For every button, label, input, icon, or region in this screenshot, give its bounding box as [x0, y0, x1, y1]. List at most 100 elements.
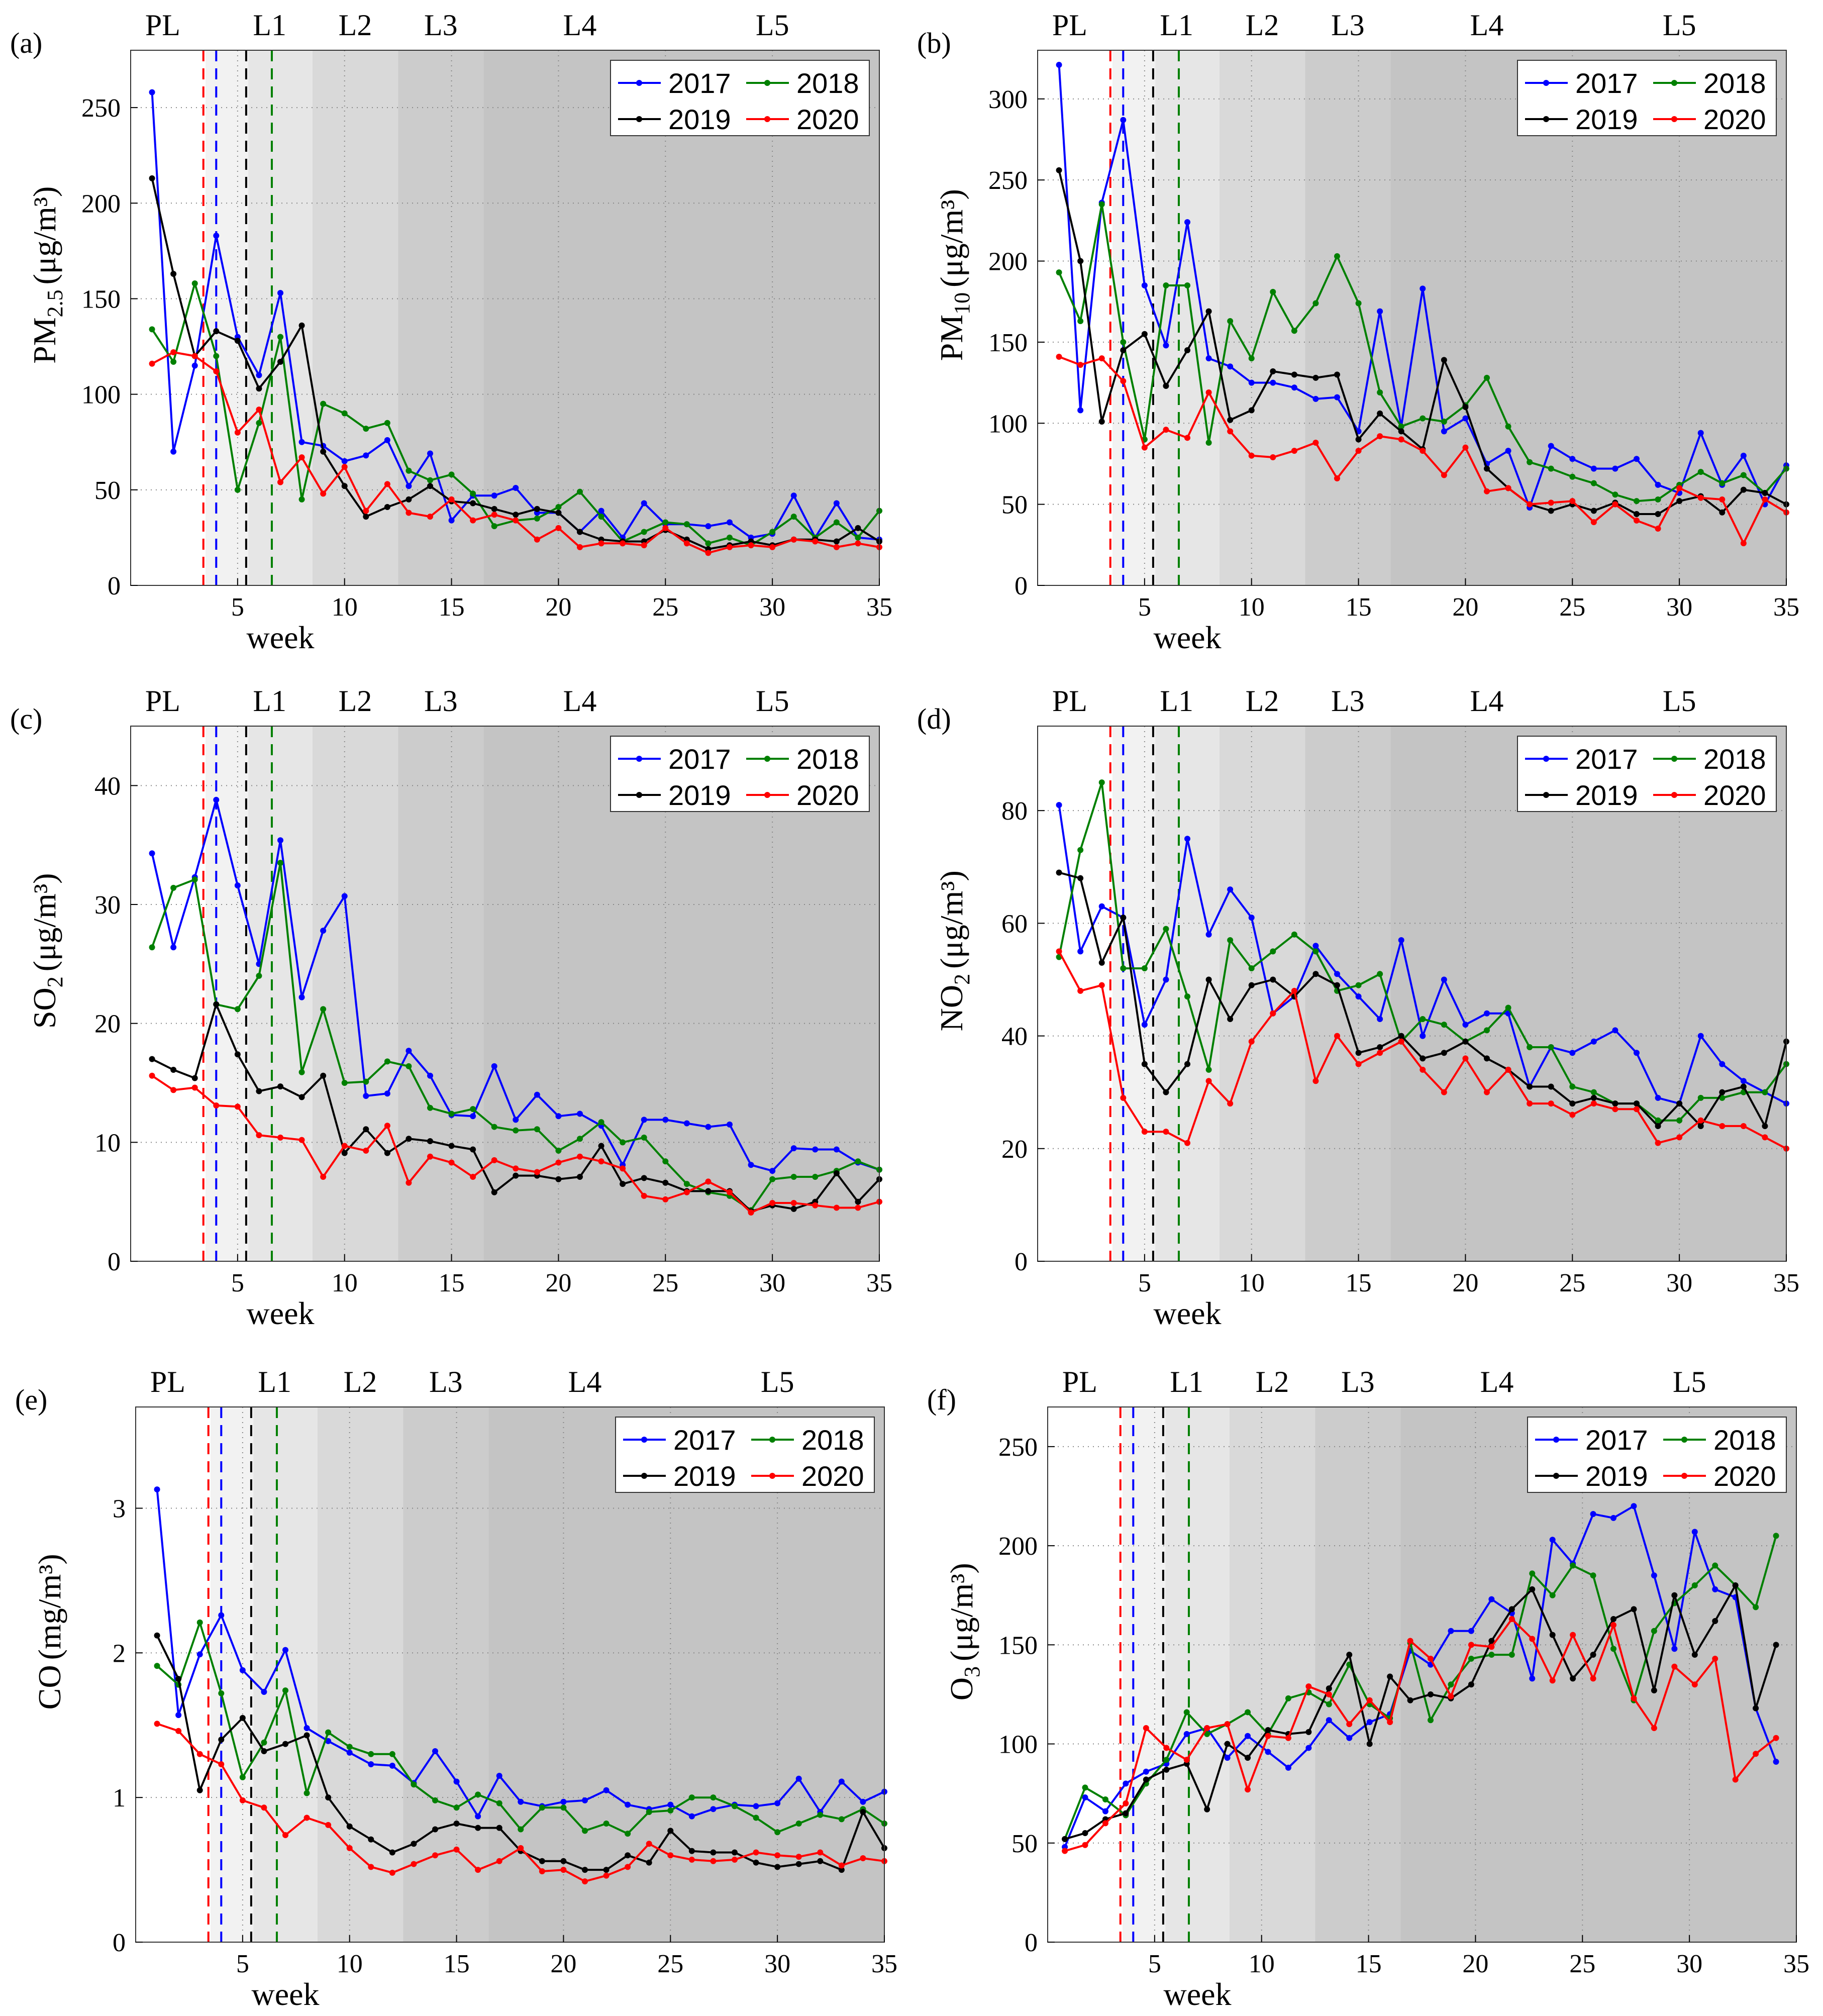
data-point-2020: [1291, 448, 1297, 454]
data-point-2017: [1441, 428, 1447, 435]
data-point-2019: [432, 1826, 438, 1833]
legend: 2017 2018 2019 2020: [1527, 1417, 1787, 1493]
data-point-2020: [1163, 427, 1169, 433]
y-tick-label: 50: [1011, 1830, 1038, 1858]
data-point-2020: [1248, 1038, 1255, 1045]
y-label-species: O: [944, 1677, 979, 1700]
data-point-2017: [1098, 903, 1105, 910]
legend-marker-2018: [1681, 1437, 1687, 1443]
data-point-2019: [170, 1066, 177, 1073]
y-label-subscript: 2.5: [43, 289, 67, 317]
data-point-2017: [1719, 1061, 1726, 1067]
data-point-2017: [625, 1801, 631, 1808]
y-tick-label: 150: [81, 285, 121, 314]
data-point-2017: [427, 1072, 433, 1079]
data-point-2017: [662, 1117, 669, 1123]
data-point-2019: [1205, 976, 1212, 983]
data-point-2017: [1366, 1719, 1373, 1726]
legend-marker-2019: [641, 1473, 647, 1479]
legend-marker-2019: [1553, 1473, 1559, 1479]
legend-label-2018: 2018: [1703, 67, 1766, 99]
phase-label-L1: L1: [253, 9, 286, 42]
data-point-2017: [1245, 1733, 1251, 1739]
data-point-2019: [1355, 436, 1362, 443]
data-point-2018: [1719, 480, 1726, 486]
y-tick-label: 0: [108, 1248, 121, 1276]
data-point-2020: [406, 1179, 412, 1186]
data-point-2019: [1753, 1705, 1759, 1711]
data-point-2018: [1377, 389, 1383, 395]
data-point-2020: [1612, 1106, 1618, 1113]
data-point-2018: [769, 529, 776, 535]
data-point-2017: [1248, 379, 1255, 386]
data-point-2020: [1569, 498, 1576, 505]
data-point-2018: [774, 1829, 781, 1836]
data-point-2017: [1740, 452, 1747, 459]
y-tick-label: 40: [1001, 1023, 1028, 1051]
data-point-2020: [1334, 1033, 1340, 1039]
y-label-subscript: 2: [950, 974, 974, 985]
data-point-2020: [1468, 1642, 1474, 1648]
data-point-2020: [790, 536, 797, 543]
x-tick-label: 20: [1452, 593, 1478, 622]
data-point-2017: [470, 1113, 476, 1120]
data-point-2019: [427, 1138, 433, 1144]
data-point-2018: [406, 1063, 412, 1069]
data-point-2018: [191, 876, 198, 883]
data-point-2018: [1312, 300, 1319, 307]
data-point-2018: [1102, 1796, 1108, 1802]
data-point-2017: [795, 1775, 802, 1782]
data-point-2018: [662, 519, 669, 526]
data-point-2020: [1676, 485, 1683, 491]
x-axis-label: week: [1163, 1976, 1231, 2012]
data-point-2018: [1762, 1089, 1768, 1095]
data-point-2018: [325, 1729, 332, 1736]
phase-label-L1: L1: [258, 1365, 291, 1398]
data-point-2020: [1505, 485, 1511, 491]
data-point-2019: [341, 1150, 348, 1156]
data-point-2020: [261, 1804, 267, 1811]
phase-band-L5: [483, 726, 879, 1261]
y-tick-label: 200: [988, 248, 1028, 276]
data-point-2017: [432, 1748, 438, 1755]
legend-box: [1517, 60, 1777, 136]
x-tick-label: 15: [444, 1950, 470, 1978]
data-point-2020: [1098, 982, 1105, 988]
data-point-2017: [1082, 1794, 1088, 1801]
data-point-2017: [346, 1749, 353, 1756]
data-point-2020: [1484, 488, 1490, 494]
data-point-2019: [1740, 1083, 1747, 1090]
phase-label-L4: L4: [568, 1365, 602, 1398]
data-point-2017: [1248, 915, 1255, 921]
phase-label-PL: PL: [150, 1365, 185, 1398]
data-point-2020: [1548, 1100, 1554, 1107]
legend-label-2017: 2017: [1575, 743, 1638, 775]
data-point-2018: [1590, 1572, 1596, 1579]
data-point-2017: [1468, 1628, 1474, 1634]
data-point-2019: [582, 1867, 588, 1873]
data-point-2018: [1270, 948, 1276, 955]
legend-marker-2020: [1671, 116, 1677, 122]
data-point-2017: [683, 1120, 690, 1127]
data-point-2018: [496, 1800, 502, 1806]
data-point-2018: [1141, 965, 1148, 972]
data-point-2020: [1227, 428, 1234, 435]
data-point-2017: [1420, 285, 1426, 292]
data-point-2017: [196, 1651, 203, 1658]
data-point-2020: [1676, 1134, 1683, 1141]
data-point-2017: [298, 994, 305, 1000]
data-point-2019: [491, 506, 497, 512]
data-point-2019: [1484, 465, 1490, 472]
data-point-2018: [341, 410, 348, 417]
x-tick-label: 15: [1346, 1269, 1372, 1297]
y-tick-label: 250: [988, 166, 1028, 195]
data-point-2020: [191, 353, 198, 359]
data-point-2018: [1448, 1681, 1454, 1688]
phase-label-PL: PL: [145, 9, 180, 42]
data-point-2018: [363, 1078, 369, 1085]
data-point-2020: [1355, 1061, 1362, 1067]
data-point-2020: [427, 1153, 433, 1160]
data-point-2020: [196, 1751, 203, 1757]
data-point-2018: [384, 420, 390, 426]
x-tick-label: 10: [1249, 1950, 1275, 1978]
